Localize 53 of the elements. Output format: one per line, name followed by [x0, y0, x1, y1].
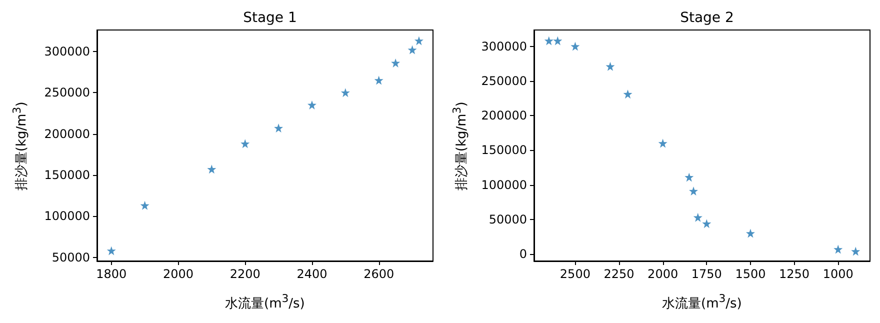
chart-title: Stage 2 [680, 10, 734, 26]
y-tick-label: 250000 [44, 86, 90, 100]
x-tick-label: 1000 [822, 267, 854, 281]
point [140, 200, 150, 210]
point [684, 172, 694, 182]
x-tick-label: 2400 [296, 267, 328, 281]
point [240, 139, 250, 148]
point [340, 88, 350, 98]
y-tick-label: 200000 [44, 126, 90, 141]
x-tick-label: 2000 [162, 267, 194, 281]
point [746, 228, 755, 238]
point [834, 244, 843, 254]
y-tick-label: 200000 [481, 108, 527, 123]
x-tick-label: 1750 [691, 267, 722, 281]
point [702, 219, 712, 228]
point [623, 90, 632, 99]
x-tick-label: 2600 [364, 267, 394, 281]
point [391, 58, 400, 68]
x-tick-label: 2500 [560, 267, 590, 281]
point [693, 212, 702, 222]
x-axis-title: 水流量(m$^{3}$/s) [662, 292, 742, 312]
y-tick-label: 50000 [488, 212, 527, 226]
y-tick-label: 150000 [44, 168, 90, 182]
point [689, 186, 698, 196]
point [658, 138, 668, 148]
point [106, 246, 116, 256]
x-tick-label: 1800 [96, 267, 127, 281]
point [606, 62, 615, 71]
y-tick-label: 150000 [481, 143, 527, 158]
y-tick-label: 0 [519, 247, 527, 262]
y-tick-label: 100000 [481, 178, 527, 192]
point [414, 36, 424, 46]
y-tick-label: 300000 [44, 44, 90, 58]
point [274, 124, 284, 132]
x-tick-label: 2250 [604, 267, 634, 281]
point [207, 164, 216, 174]
point [570, 42, 580, 51]
point [374, 76, 384, 85]
x-tick-label: 2200 [230, 267, 260, 281]
point [408, 45, 417, 54]
point [307, 100, 316, 110]
x-tick-label: 1500 [735, 267, 766, 281]
point [851, 246, 860, 256]
point [553, 36, 562, 46]
y-tick-label: 50000 [52, 250, 90, 264]
x-axis-title: 水流量(m$^{3}$/s) [225, 292, 305, 312]
y-tick-label: 300000 [481, 39, 527, 54]
x-tick-label: 2000 [648, 267, 678, 281]
chart-title: Stage 1 [243, 10, 297, 26]
y-tick-label: 250000 [481, 74, 527, 88]
point [544, 36, 554, 46]
x-tick-label: 1250 [779, 267, 810, 281]
y-tick-label: 100000 [44, 209, 90, 224]
